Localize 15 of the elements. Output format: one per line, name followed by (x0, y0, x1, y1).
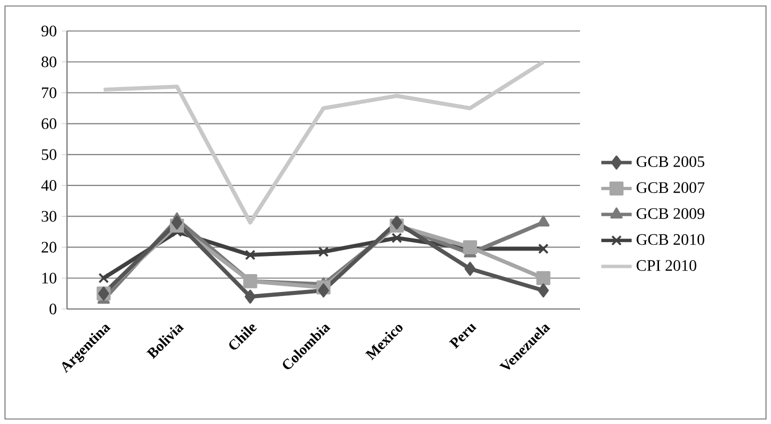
y-tick-label: 40 (41, 180, 56, 191)
y-tick-label: 70 (42, 87, 56, 98)
y-tick-label: 20 (42, 242, 56, 253)
y-tick-label: 90 (41, 26, 56, 36)
legend-label: GCB 2007 (636, 182, 704, 193)
legend-label: CPI 2010 (636, 260, 696, 271)
y-tick-label: 60 (42, 118, 56, 130)
legend-label: GCB 2005 (636, 156, 704, 167)
legend-label: GCB 2009 (636, 208, 704, 219)
y-tick-label: 30 (42, 210, 56, 222)
y-tick-label: 10 (42, 272, 56, 284)
y-tick-label: 50 (42, 149, 56, 160)
y-tick-label: 80 (42, 56, 56, 68)
legend-label: GCB 2010 (636, 234, 704, 245)
y-tick-label: 0 (50, 304, 56, 314)
